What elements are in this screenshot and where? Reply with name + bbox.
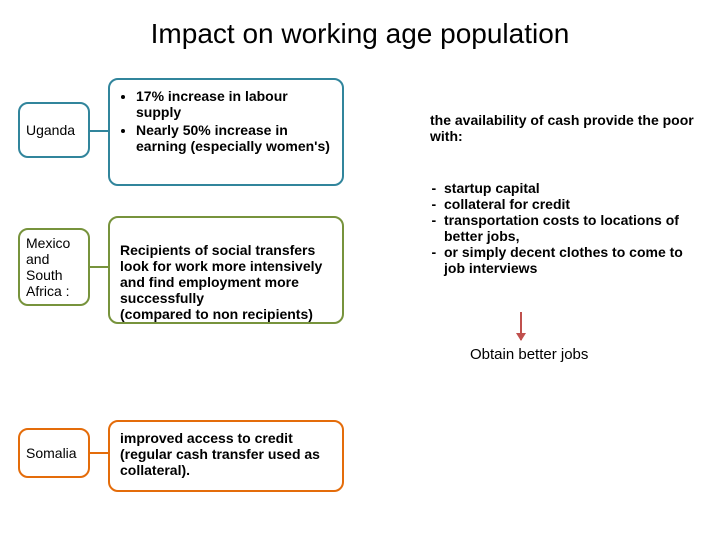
connector-uganda	[90, 130, 108, 132]
country-box-uganda: Uganda	[18, 102, 90, 158]
country-label: Uganda	[26, 122, 75, 138]
right-list-item: transportation costs to locations of bet…	[444, 212, 700, 244]
finding-box-uganda: 17% increase in labour supply Nearly 50%…	[108, 78, 344, 186]
right-list-item: or simply decent clothes to come to job …	[444, 244, 700, 276]
page-title: Impact on working age population	[0, 18, 720, 50]
finding-bullet: 17% increase in labour supply	[136, 88, 332, 120]
right-intro: the availability of cash provide the poo…	[430, 112, 700, 144]
country-label: Mexico and South Africa :	[26, 235, 82, 299]
finding-box-somalia: improved access to credit (regular cash …	[108, 420, 344, 492]
right-list-item: startup capital	[444, 180, 700, 196]
finding-text: improved access to credit (regular cash …	[120, 430, 320, 478]
country-box-mexico: Mexico and South Africa :	[18, 228, 90, 306]
finding-bullet: Nearly 50% increase in earning (especial…	[136, 122, 332, 154]
country-box-somalia: Somalia	[18, 428, 90, 478]
right-list-item: collateral for credit	[444, 196, 700, 212]
connector-mexico	[90, 266, 108, 268]
country-label: Somalia	[26, 445, 77, 461]
finding-box-mexico: Recipients of social transfers look for …	[108, 216, 344, 324]
conclusion-text: Obtain better jobs	[470, 346, 588, 363]
connector-somalia	[90, 452, 108, 454]
arrow-down-icon	[520, 312, 522, 340]
finding-text: Recipients of social transfers look for …	[120, 242, 322, 322]
right-list: startup capital collateral for credit tr…	[430, 180, 700, 276]
